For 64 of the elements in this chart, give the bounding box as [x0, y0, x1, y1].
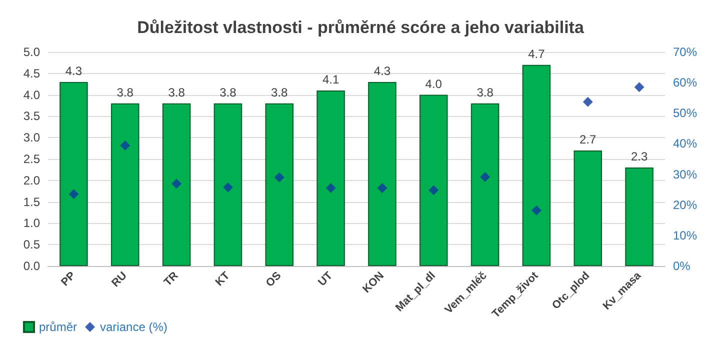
- point: [582, 96, 593, 107]
- legend-label: průměr: [39, 320, 78, 334]
- bar: [574, 150, 602, 266]
- point: [222, 182, 233, 192]
- y-tick-label: 1.5: [23, 194, 40, 209]
- bar: [522, 64, 551, 266]
- y-tick-label: 2.5: [23, 152, 40, 166]
- y-tick-label: 4.5: [23, 66, 40, 80]
- x-tick-label: UT: [316, 270, 336, 289]
- x-tick-label: KT: [213, 270, 232, 289]
- bar: [419, 94, 448, 266]
- data-label: 4.3: [374, 64, 391, 78]
- data-label: 4.1: [322, 72, 340, 87]
- data-label: 4.3: [65, 64, 82, 78]
- x-tick-label: RU: [110, 270, 130, 290]
- data-label: 3.8: [116, 85, 134, 100]
- data-label: 3.8: [168, 85, 186, 100]
- y2-tick-label: 0%: [673, 259, 691, 273]
- bar: [316, 90, 345, 266]
- point: [120, 140, 130, 151]
- point: [531, 205, 542, 216]
- y2-tick-label: 40%: [673, 136, 698, 151]
- y-tick-label: 0.0: [23, 259, 40, 273]
- point: [428, 185, 439, 196]
- y-tick-label: 5.0: [23, 45, 40, 59]
- y-tick-label: 1.0: [23, 216, 40, 230]
- bar: [214, 103, 242, 266]
- data-label: 4.0: [425, 76, 442, 91]
- y-tick-label: 0.5: [23, 238, 40, 252]
- point: [326, 183, 336, 194]
- point: [634, 82, 644, 92]
- x-tick-label: OS: [264, 270, 284, 290]
- y2-tick-label: 50%: [673, 106, 698, 120]
- data-label: 3.8: [220, 85, 237, 100]
- data-label: 2.7: [580, 132, 597, 146]
- data-label: 4.7: [528, 46, 546, 61]
- bar: [60, 82, 88, 266]
- point: [480, 172, 490, 182]
- data-label: 2.3: [630, 150, 648, 164]
- data-label: 3.8: [476, 85, 494, 100]
- bar: [470, 103, 500, 266]
- y-tick-label: 3.5: [23, 109, 40, 124]
- y2-tick-label: 10%: [673, 228, 698, 242]
- y-tick-label: 2.0: [23, 173, 40, 188]
- legend-label: variance (%): [100, 320, 168, 334]
- y-tick-label: 4.0: [23, 88, 40, 102]
- y2-tick-label: 30%: [673, 167, 698, 182]
- bar: [625, 168, 654, 266]
- bar: [265, 103, 294, 266]
- bar: [110, 103, 140, 266]
- y-tick-label: 3.0: [23, 130, 40, 145]
- point: [172, 178, 182, 189]
- y2-tick-label: 70%: [673, 45, 698, 59]
- point: [68, 189, 79, 200]
- y2-tick-label: 60%: [673, 76, 698, 90]
- point: [274, 172, 284, 182]
- bar: [162, 103, 191, 266]
- x-tick-label: TR: [162, 270, 181, 289]
- y2-tick-label: 20%: [673, 198, 698, 212]
- point: [377, 183, 388, 194]
- x-tick-label: PP: [59, 270, 78, 289]
- bar: [368, 82, 396, 266]
- data-label: 3.8: [271, 85, 288, 100]
- chart-title: Důležitost vlastnosti - průměrné scóre a jeho variabilita: [137, 18, 584, 37]
